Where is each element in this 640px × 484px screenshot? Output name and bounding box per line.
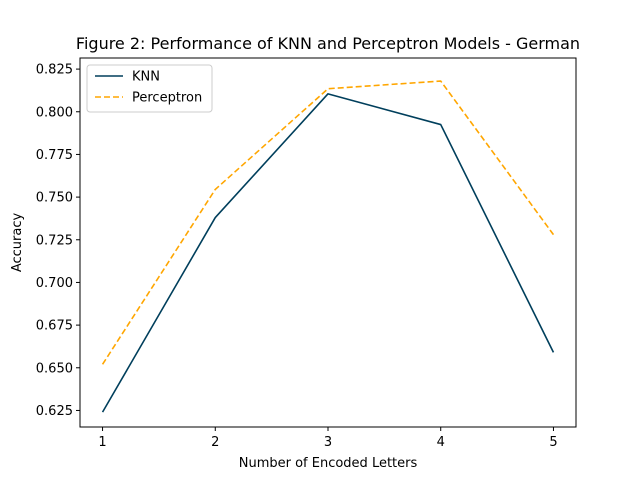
x-tick-label: 2 bbox=[211, 435, 219, 450]
chart-title: Figure 2: Performance of KNN and Percept… bbox=[76, 34, 580, 53]
y-tick-label: 0.825 bbox=[36, 63, 73, 78]
y-axis: 0.625 0.650 0.675 0.700 0.725 0.750 0.775 0.800… bbox=[36, 63, 80, 419]
x-axis-label: Number of Encoded Letters bbox=[239, 456, 418, 471]
y-tick-label: 0.800 bbox=[36, 105, 73, 120]
x-axis: 1 2 3 4 5 bbox=[98, 427, 558, 450]
y-tick-label: 0.750 bbox=[36, 191, 73, 206]
y-tick-label: 0.700 bbox=[36, 276, 73, 291]
legend-label-knn: KNN bbox=[132, 70, 160, 85]
legend: KNN Perceptron bbox=[86, 64, 213, 113]
x-tick-label: 4 bbox=[437, 435, 445, 450]
legend-label-perceptron: Perceptron bbox=[132, 91, 202, 106]
plot-area bbox=[101, 80, 555, 413]
series-line-perceptron bbox=[101, 80, 555, 365]
y-tick-label: 0.625 bbox=[36, 404, 73, 419]
y-axis-label: Accuracy bbox=[10, 213, 25, 273]
y-tick-label: 0.775 bbox=[36, 148, 73, 163]
y-tick-label: 0.650 bbox=[36, 361, 73, 376]
x-tick-label: 3 bbox=[324, 435, 332, 450]
x-tick-label: 5 bbox=[549, 435, 557, 450]
series-line-knn bbox=[101, 93, 555, 413]
y-tick-label: 0.725 bbox=[36, 233, 73, 248]
y-tick-label: 0.675 bbox=[36, 319, 73, 334]
x-tick-label: 1 bbox=[98, 435, 106, 450]
